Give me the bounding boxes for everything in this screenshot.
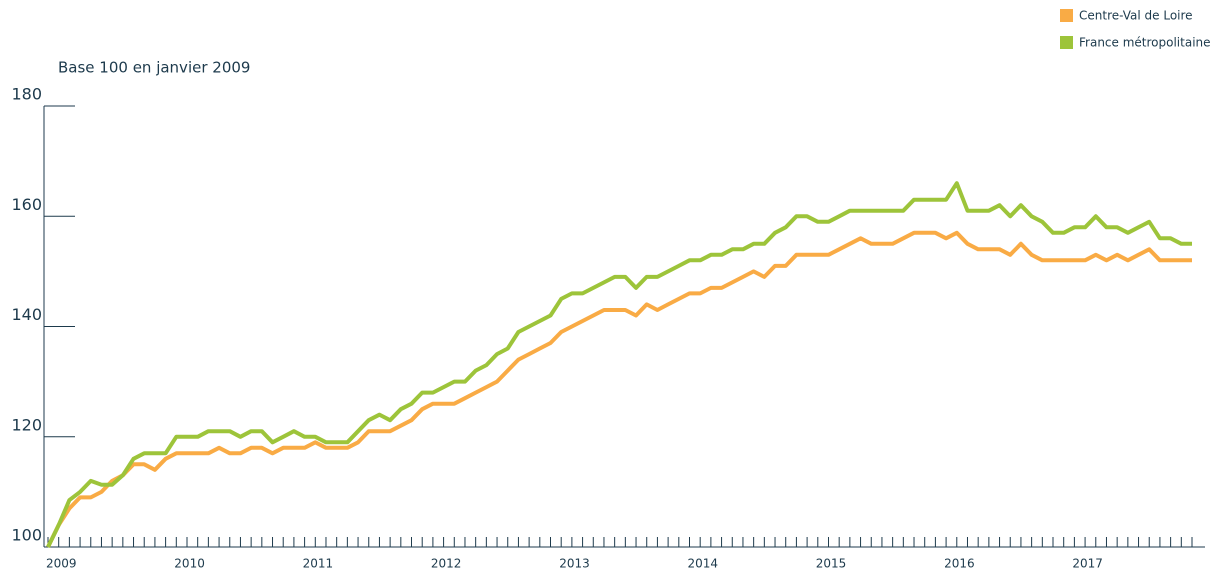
y-tick-label: 140 [11, 305, 42, 324]
x-tick-label: 2015 [816, 557, 847, 570]
legend-swatch [1060, 36, 1073, 49]
y-tick-label: 180 [11, 85, 42, 104]
legend-swatch [1060, 9, 1073, 22]
data-line [46, 181, 1192, 548]
x-tick-label: 2017 [1072, 557, 1103, 570]
x-tick-label: 2012 [431, 557, 462, 570]
y-tick-label: 120 [11, 415, 42, 434]
x-tick-label: 2016 [944, 557, 975, 570]
x-tick-label: 2013 [559, 557, 590, 570]
legend-label: France métropolitaine [1079, 36, 1210, 50]
x-tick-label: 2010 [174, 557, 205, 570]
x-tick-label: 2009 [46, 557, 77, 570]
data-line [46, 230, 1192, 548]
y-tick-label: 160 [11, 195, 42, 214]
x-tick-label: 2014 [687, 557, 718, 570]
x-tick-label: 2011 [303, 557, 334, 570]
y-tick-label: 100 [11, 526, 42, 545]
chart-subtitle: Base 100 en janvier 2009 [58, 59, 250, 77]
legend-label: Centre-Val de Loire [1079, 9, 1193, 23]
